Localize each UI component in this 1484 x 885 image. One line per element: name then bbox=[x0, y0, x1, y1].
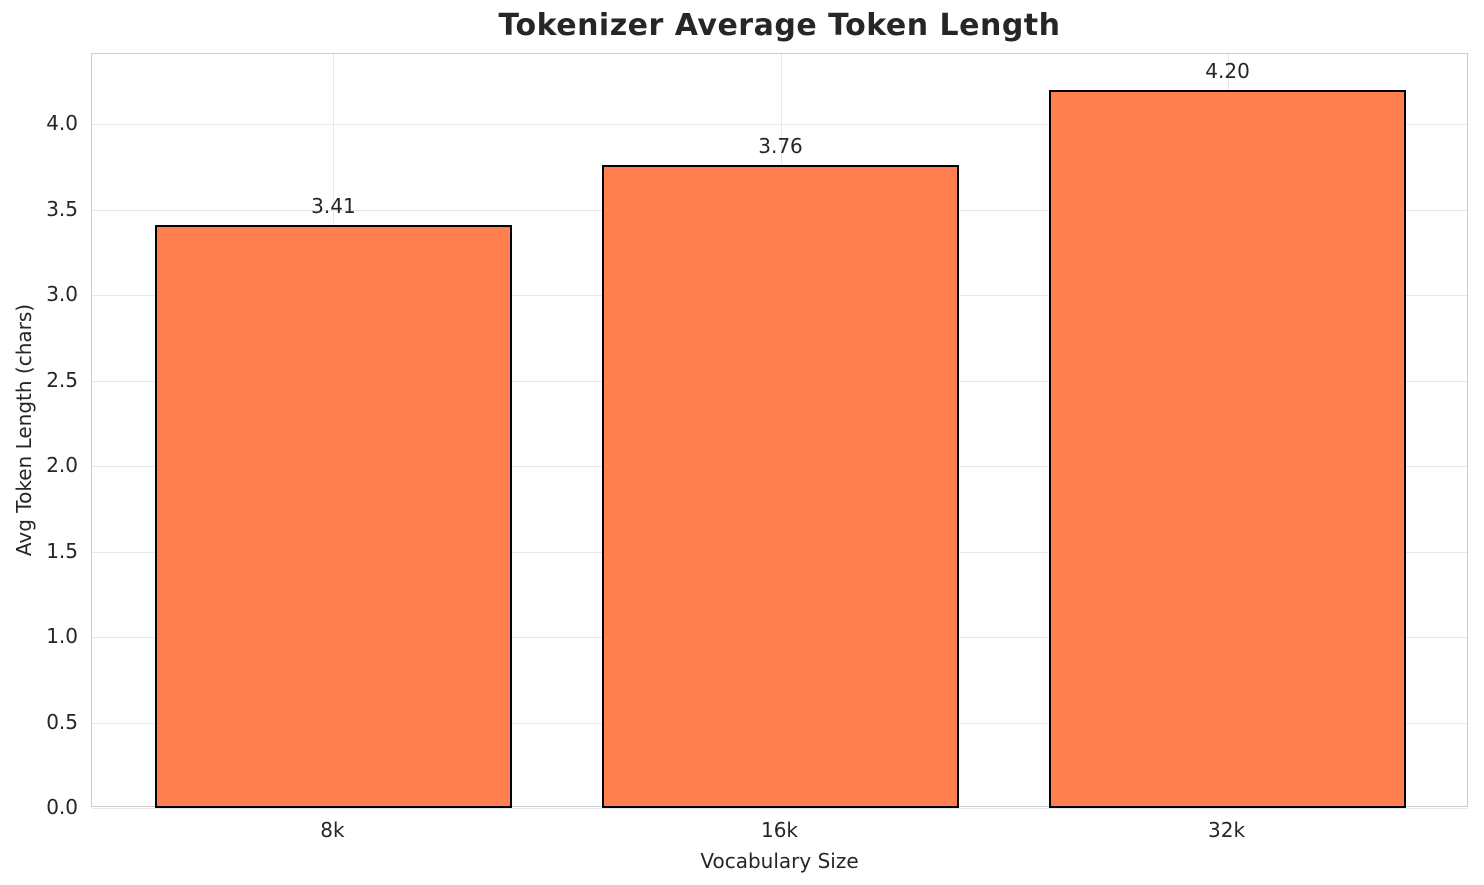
x-tick-label: 32k bbox=[1208, 818, 1246, 842]
bar-value-label: 3.41 bbox=[311, 193, 356, 218]
y-tick-label: 3.0 bbox=[46, 282, 78, 307]
y-tick-label: 0.0 bbox=[46, 795, 78, 819]
y-axis-label: Avg Token Length (chars) bbox=[12, 303, 36, 557]
x-tick-label: 8k bbox=[320, 818, 345, 842]
y-tick-label: 1.0 bbox=[46, 624, 78, 649]
x-tick-label: 16k bbox=[760, 818, 799, 842]
bar-value-label: 4.20 bbox=[1205, 58, 1250, 83]
y-tick-label: 4.0 bbox=[46, 111, 78, 136]
bar-value-label: 3.76 bbox=[758, 134, 803, 159]
plot-area: 3.41 3.76 4.20 bbox=[91, 53, 1468, 809]
horizontal-gridline bbox=[92, 124, 1467, 126]
y-tick-label: 0.5 bbox=[46, 709, 78, 734]
y-tick-label: 2.0 bbox=[46, 453, 78, 478]
bar bbox=[154, 224, 513, 808]
bar bbox=[601, 165, 960, 808]
y-tick-label: 3.5 bbox=[46, 196, 78, 221]
y-tick-label: 2.5 bbox=[46, 367, 78, 392]
horizontal-gridline bbox=[92, 808, 1467, 809]
y-tick-label: 1.5 bbox=[46, 538, 78, 563]
bar bbox=[1048, 89, 1407, 808]
x-axis-label: Vocabulary Size bbox=[700, 849, 859, 873]
chart-title: Tokenizer Average Token Length bbox=[498, 8, 1061, 43]
